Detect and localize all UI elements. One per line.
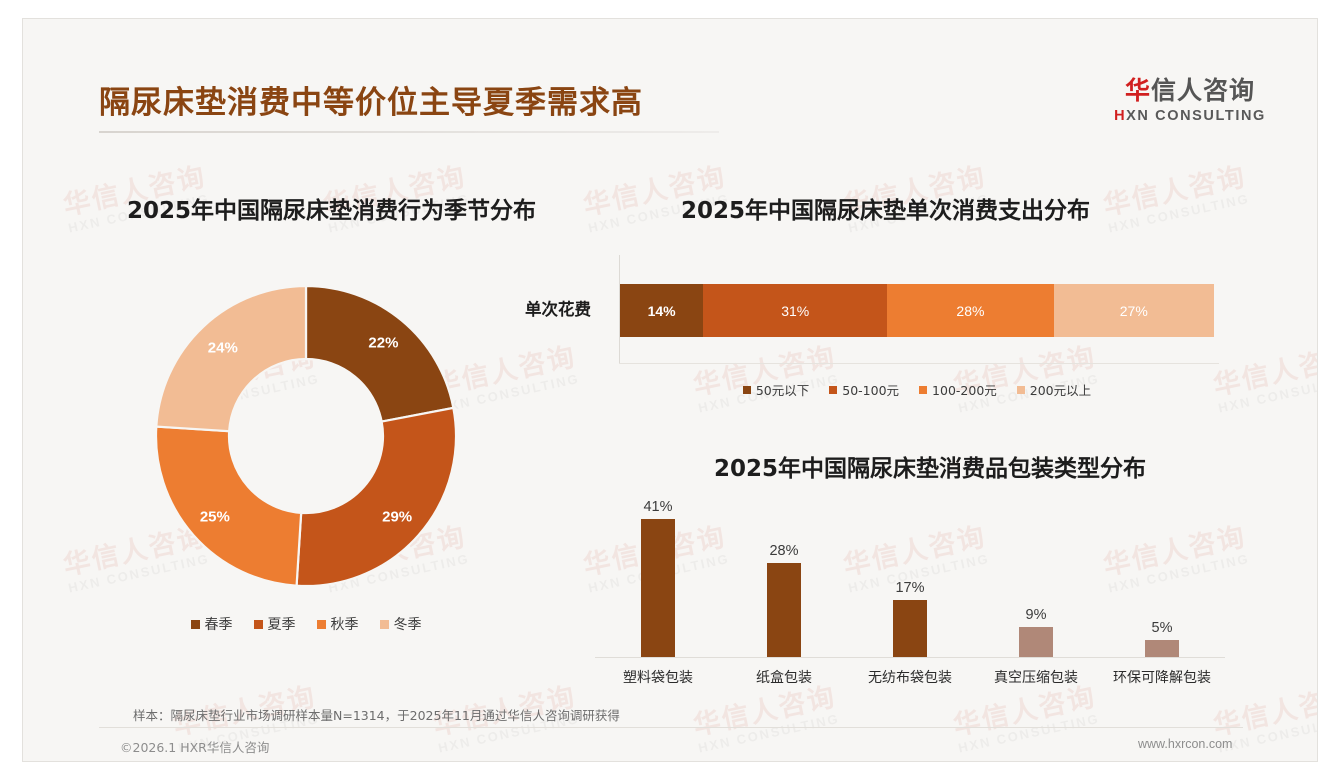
column-value-label: 41% bbox=[643, 499, 673, 515]
logo-chinese-rest: 信人咨询 bbox=[1151, 76, 1256, 105]
column-slot: 5% bbox=[1099, 497, 1225, 657]
logo-chinese: 华信人咨询 bbox=[1105, 77, 1275, 105]
donut-slice-label: 29% bbox=[382, 508, 412, 525]
donut-chart-title: 2025年中国隔尿床垫消费行为季节分布 bbox=[127, 198, 537, 224]
column-bar[interactable] bbox=[1145, 640, 1179, 657]
column-bar[interactable] bbox=[893, 599, 927, 657]
logo-english: HXN CONSULTING bbox=[1105, 108, 1275, 124]
header-divider bbox=[99, 131, 719, 133]
column-slot: 41% bbox=[595, 497, 721, 657]
footer-divider bbox=[99, 727, 1243, 728]
column-chart-title: 2025年中国隔尿床垫消费品包装类型分布 bbox=[714, 456, 1147, 482]
column-slot: 17% bbox=[847, 497, 973, 657]
legend-item[interactable]: 50-100元 bbox=[829, 380, 899, 399]
page-title: 隔尿床垫消费中等价位主导夏季需求高 bbox=[99, 85, 643, 121]
column-value-label: 28% bbox=[769, 542, 799, 559]
stacked-bar-segment[interactable]: 27% bbox=[1053, 284, 1214, 337]
stacked-bar-legend: 50元以下 50-100元 100-200元 200元以上 bbox=[619, 380, 1215, 399]
legend-item[interactable]: 春季 bbox=[190, 614, 233, 634]
column-slot: 28% bbox=[721, 497, 847, 657]
stacked-bar-baseline bbox=[619, 363, 1219, 364]
donut-slice-label: 22% bbox=[368, 334, 398, 351]
legend-swatch bbox=[253, 619, 263, 629]
footer-copyright: ©2026.1 HXR华信人咨询 bbox=[120, 740, 270, 755]
donut-slice-label: 24% bbox=[208, 339, 238, 356]
legend-swatch bbox=[742, 385, 751, 394]
legend-swatch bbox=[316, 619, 326, 629]
legend-label: 秋季 bbox=[330, 617, 359, 633]
logo-english-rest: XN CONSULTING bbox=[1126, 107, 1266, 124]
donut-slice[interactable] bbox=[295, 406, 458, 588]
legend-label: 200元以上 bbox=[1029, 383, 1092, 398]
slide-canvas: 华信人咨询 HXN CONSULTING 华信人咨询 HXN CONSULTING 华信… bbox=[22, 18, 1318, 762]
column-category-label: 真空压缩包装 bbox=[994, 670, 1078, 686]
column-category-label: 环保可降解包装 bbox=[1113, 670, 1211, 686]
legend-label: 50-100元 bbox=[842, 383, 900, 398]
legend-item[interactable]: 冬季 bbox=[379, 614, 422, 634]
stacked-bar-track: 14% 31% 28% 27% bbox=[620, 284, 1214, 337]
column-category-label: 无纺布袋包装 bbox=[868, 670, 952, 686]
legend-item[interactable]: 200元以上 bbox=[1016, 380, 1092, 399]
legend-label: 夏季 bbox=[267, 617, 296, 633]
legend-swatch bbox=[1016, 385, 1025, 394]
column-value-label: 5% bbox=[1151, 620, 1173, 637]
column-slot: 9% bbox=[973, 497, 1099, 657]
column-category-label: 塑料袋包装 bbox=[623, 670, 693, 686]
donut-chart-legend: 春季 夏季 秋季 冬季 bbox=[151, 614, 461, 634]
legend-swatch bbox=[190, 619, 200, 629]
donut-slice[interactable] bbox=[154, 425, 303, 587]
donut-slice[interactable] bbox=[304, 284, 455, 423]
stacked-bar-title: 2025年中国隔尿床垫单次消费支出分布 bbox=[681, 198, 1091, 224]
legend-item[interactable]: 秋季 bbox=[316, 614, 359, 634]
legend-swatch bbox=[379, 619, 389, 629]
legend-item[interactable]: 50元以下 bbox=[742, 380, 810, 399]
donut-chart: 22% 29% 25% 24% bbox=[151, 281, 461, 591]
column-chart-baseline bbox=[595, 657, 1225, 658]
legend-label: 50元以下 bbox=[755, 383, 810, 398]
column-bar[interactable] bbox=[1019, 626, 1053, 657]
source-note: 样本：隔尿床垫行业市场调研样本量N=1314，于2025年11月通过华信人咨询调… bbox=[133, 708, 620, 723]
column-chart-category-labels: 塑料袋包装 纸盒包装 无纺布袋包装 真空压缩包装 环保可降解包装 bbox=[595, 667, 1225, 687]
column-value-label: 9% bbox=[1025, 606, 1047, 623]
legend-item[interactable]: 夏季 bbox=[253, 614, 296, 634]
stacked-bar-segment[interactable]: 28% bbox=[887, 284, 1054, 337]
stacked-bar-row-label: 单次花费 bbox=[525, 300, 591, 319]
footer-website[interactable]: www.hxrcon.com bbox=[1138, 737, 1233, 751]
column-category-label: 纸盒包装 bbox=[756, 670, 812, 686]
column-value-label: 17% bbox=[895, 579, 925, 596]
logo-chinese-accent: 华 bbox=[1124, 76, 1151, 105]
logo-english-accent: H bbox=[1114, 107, 1127, 124]
stacked-bar-segment[interactable]: 31% bbox=[703, 284, 888, 337]
legend-swatch bbox=[829, 385, 838, 394]
legend-label: 春季 bbox=[204, 617, 233, 633]
stacked-bar-axis bbox=[619, 255, 620, 363]
legend-label: 冬季 bbox=[393, 617, 422, 633]
column-bar[interactable] bbox=[767, 562, 801, 657]
legend-swatch bbox=[919, 385, 928, 394]
donut-slice-label: 25% bbox=[200, 508, 230, 525]
donut-slice[interactable] bbox=[155, 284, 308, 433]
stacked-bar-segment[interactable]: 14% bbox=[620, 284, 704, 337]
legend-item[interactable]: 100-200元 bbox=[919, 380, 997, 399]
column-chart-plot: 41% 28% 17% 9% 5% bbox=[595, 497, 1225, 657]
column-bar[interactable] bbox=[641, 519, 675, 657]
company-logo: 华信人咨询 HXN CONSULTING bbox=[1105, 77, 1275, 124]
legend-label: 100-200元 bbox=[932, 383, 997, 398]
